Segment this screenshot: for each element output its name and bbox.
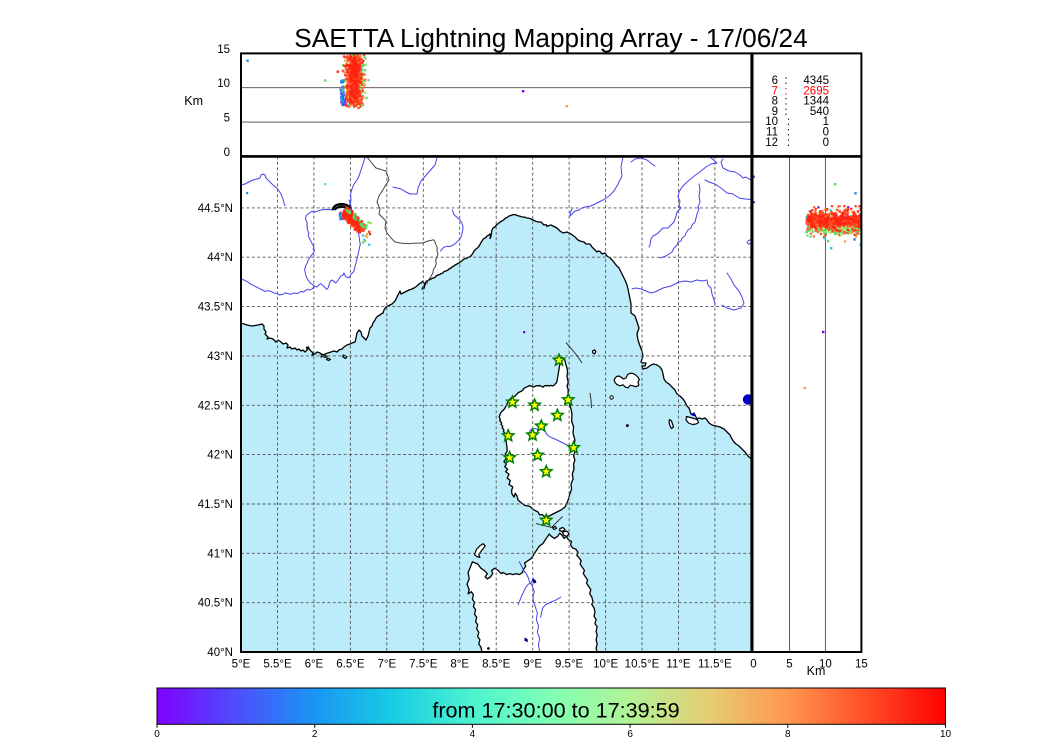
svg-text:8°E: 8°E <box>450 659 469 671</box>
svg-text:0: 0 <box>823 137 829 149</box>
svg-text:0: 0 <box>154 729 160 740</box>
svg-text:40.5°N: 40.5°N <box>198 598 233 610</box>
svg-text:10: 10 <box>765 116 778 128</box>
svg-text:0: 0 <box>224 147 230 159</box>
svg-text:9: 9 <box>772 106 778 118</box>
svg-text:41.5°N: 41.5°N <box>198 499 233 511</box>
svg-text:from 17:30:00 to 17:39:59: from 17:30:00 to 17:39:59 <box>432 698 679 723</box>
svg-text:6: 6 <box>772 75 778 87</box>
svg-text:43.5°N: 43.5°N <box>198 302 233 314</box>
svg-text:1344: 1344 <box>803 96 829 108</box>
svg-text:11°E: 11°E <box>666 659 691 671</box>
svg-text::: : <box>784 75 787 87</box>
svg-text:15: 15 <box>855 659 868 671</box>
svg-text:1: 1 <box>823 116 829 128</box>
svg-text:42°N: 42°N <box>207 450 233 462</box>
svg-text::: : <box>784 85 787 97</box>
svg-text:5: 5 <box>224 113 230 125</box>
svg-text:SAETTA Lightning Mapping Array: SAETTA Lightning Mapping Array - 17/06/2… <box>294 23 807 53</box>
svg-text:7.5°E: 7.5°E <box>409 659 438 671</box>
svg-text:10: 10 <box>819 659 832 671</box>
svg-text:7°E: 7°E <box>377 659 396 671</box>
svg-text:2: 2 <box>312 729 318 740</box>
svg-text:8: 8 <box>772 96 778 108</box>
svg-text::: : <box>784 106 787 118</box>
svg-text:15: 15 <box>217 44 230 56</box>
svg-text:0: 0 <box>750 659 756 671</box>
svg-text::: : <box>787 127 790 139</box>
svg-text:0: 0 <box>823 127 829 139</box>
svg-text:9°E: 9°E <box>523 659 542 671</box>
svg-text:2695: 2695 <box>803 85 829 97</box>
svg-text:6°E: 6°E <box>305 659 324 671</box>
svg-text:5.5°E: 5.5°E <box>263 659 292 671</box>
svg-text:10: 10 <box>940 729 952 740</box>
svg-text:12: 12 <box>765 137 778 149</box>
svg-text:42.5°N: 42.5°N <box>198 400 233 412</box>
svg-text:6.5°E: 6.5°E <box>336 659 365 671</box>
svg-text:10°E: 10°E <box>593 659 618 671</box>
svg-text:8: 8 <box>785 729 791 740</box>
svg-text:8.5°E: 8.5°E <box>482 659 511 671</box>
svg-text:44°N: 44°N <box>207 252 233 264</box>
svg-text:41°N: 41°N <box>207 548 233 560</box>
svg-text:5°E: 5°E <box>232 659 251 671</box>
svg-text:40°N: 40°N <box>207 647 233 659</box>
svg-text:5: 5 <box>786 659 792 671</box>
svg-text:540: 540 <box>810 106 829 118</box>
svg-text::: : <box>787 116 790 128</box>
svg-text:10.5°E: 10.5°E <box>625 659 660 671</box>
svg-text::: : <box>787 137 790 149</box>
svg-text:9.5°E: 9.5°E <box>555 659 584 671</box>
svg-text:10: 10 <box>217 78 230 90</box>
svg-text:44.5°N: 44.5°N <box>198 203 233 215</box>
svg-text:4345: 4345 <box>803 75 829 87</box>
svg-text:Km: Km <box>807 664 826 678</box>
svg-text:6: 6 <box>627 729 633 740</box>
svg-text::: : <box>784 96 787 108</box>
svg-text:7: 7 <box>772 85 778 97</box>
svg-text:11.5°E: 11.5°E <box>698 659 732 671</box>
svg-text:11: 11 <box>766 127 778 139</box>
svg-text:4: 4 <box>470 729 476 740</box>
svg-text:Km: Km <box>184 94 203 108</box>
svg-text:43°N: 43°N <box>207 351 233 363</box>
